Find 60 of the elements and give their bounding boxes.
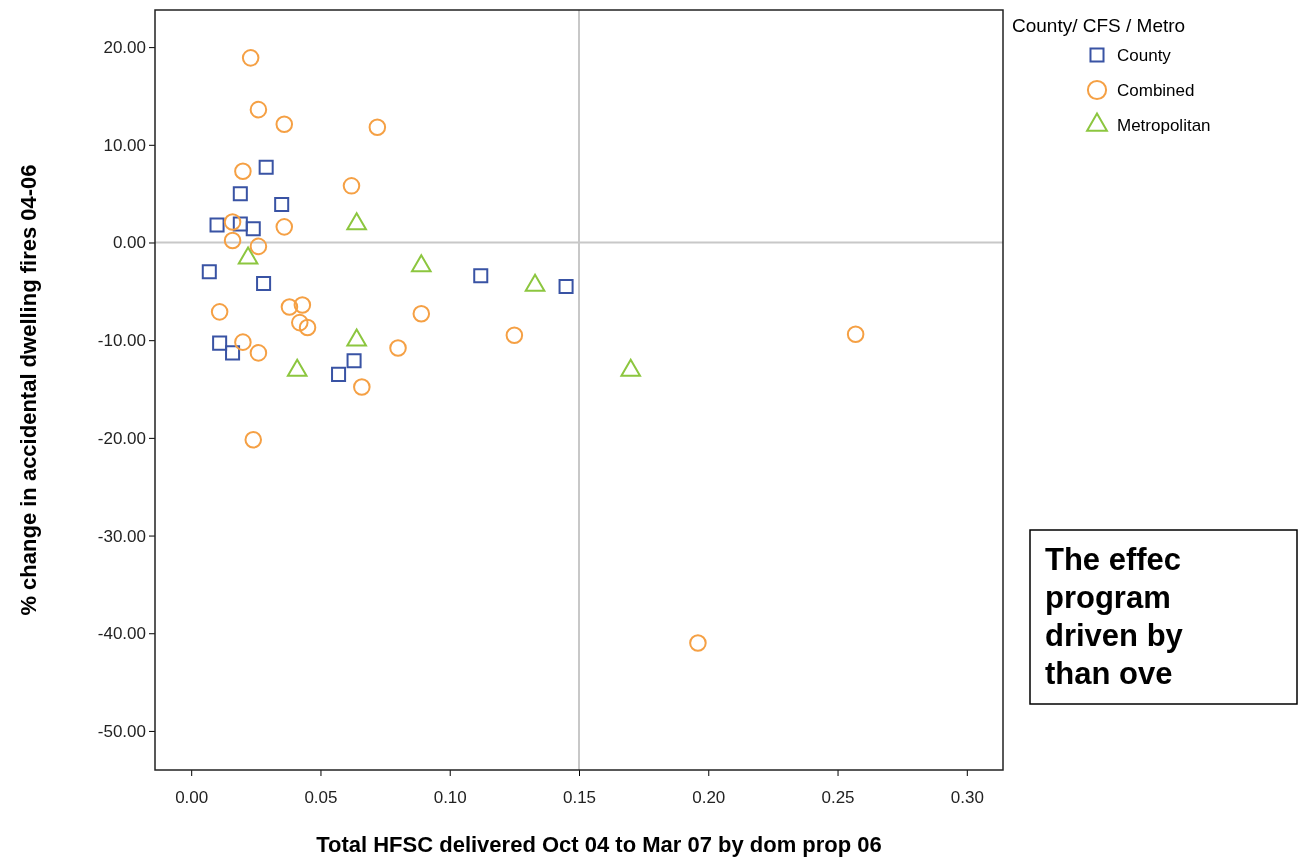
point: [275, 218, 294, 236]
point: [298, 318, 317, 337]
legend-label: County: [1117, 46, 1172, 65]
point: [293, 296, 312, 314]
legend-label: Metropolitan: [1117, 116, 1211, 135]
y-tick-label: -30.00: [97, 526, 146, 546]
y-tick-label: -20.00: [97, 428, 146, 448]
x-axis-title: Total HFSC delivered Oct 04 to Mar 07 by dom prop 06: [316, 832, 882, 857]
x-tick-label: 0.10: [433, 787, 467, 807]
point: [232, 216, 248, 232]
point: [223, 213, 242, 231]
point: [225, 345, 241, 361]
x-tick-label: 0.15: [562, 787, 597, 807]
point: [412, 305, 431, 323]
point: [505, 326, 524, 345]
y-tick-label: -50.00: [97, 721, 146, 741]
x-tick-label: 0.00: [175, 787, 209, 807]
point: [234, 162, 252, 180]
legend-title: County/ CFS / Metro: [1012, 15, 1186, 36]
point: [258, 159, 274, 175]
x-tick-label: 0.25: [821, 787, 855, 807]
point: [249, 344, 268, 362]
point: [291, 313, 309, 332]
point: [249, 237, 268, 256]
point: [241, 49, 260, 67]
point: [256, 276, 272, 292]
point: [210, 303, 229, 321]
point: [245, 221, 261, 237]
point: [353, 378, 371, 396]
point: [558, 278, 574, 294]
point: [275, 115, 294, 134]
point: [346, 353, 362, 369]
point: [212, 335, 228, 351]
point: [232, 186, 248, 202]
point: [201, 264, 217, 280]
x-tick-label: 0.05: [304, 787, 338, 807]
y-tick-label: 20.00: [103, 38, 146, 58]
point: [368, 118, 387, 136]
y-axis-title: % change in accidental dwelling fires 04-06: [16, 164, 41, 616]
legend-label: Combined: [1117, 81, 1195, 100]
y-tick-label: -40.00: [97, 624, 146, 644]
point: [280, 298, 299, 316]
point: [473, 268, 489, 284]
y-tick-label: 0.00: [112, 233, 146, 253]
point: [234, 333, 252, 351]
point: [274, 196, 290, 212]
y-tick-label: -10.00: [97, 331, 146, 351]
text: The effec program driven by than ove: [1045, 542, 1184, 691]
x-tick-label: 0.20: [692, 787, 726, 807]
point: [689, 634, 707, 652]
point: [846, 325, 865, 344]
point: [249, 100, 268, 119]
point: [244, 431, 263, 449]
point: [223, 231, 242, 250]
point: [209, 217, 225, 233]
point: [342, 177, 361, 195]
point: [389, 339, 407, 357]
y-tick-label: 10.00: [103, 135, 146, 155]
x-tick-label: 0.30: [950, 787, 984, 807]
point: [331, 366, 347, 382]
